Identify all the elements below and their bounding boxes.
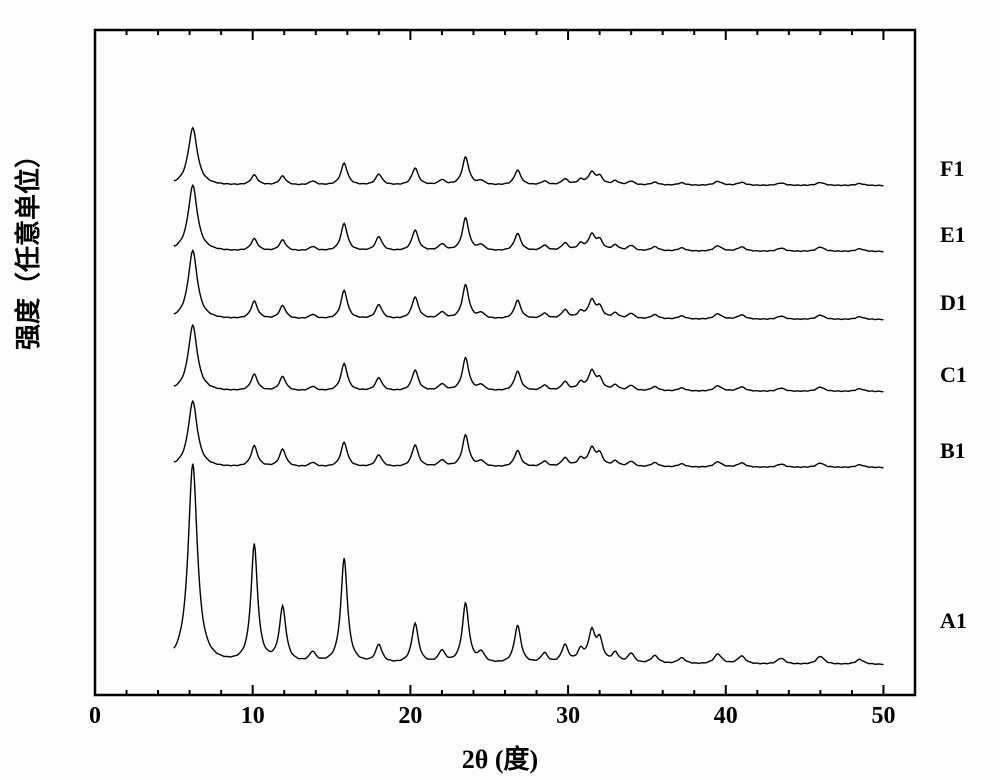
x-tick-label: 30 xyxy=(556,703,580,730)
series-label-E1: E1 xyxy=(940,222,966,248)
series-A1 xyxy=(174,464,884,665)
series-F1 xyxy=(174,128,884,186)
series-E1 xyxy=(174,185,884,251)
x-tick-label: 10 xyxy=(241,703,265,730)
series-C1 xyxy=(174,325,884,391)
series-label-A1: A1 xyxy=(940,608,967,634)
plot-svg xyxy=(0,0,1000,780)
x-tick-label: 0 xyxy=(89,703,101,730)
x-axis-label: 2θ (度) xyxy=(462,739,538,776)
series-label-D1: D1 xyxy=(940,290,967,316)
series-D1 xyxy=(174,251,884,320)
y-axis-label: 强度（任意单位） xyxy=(8,142,45,350)
series-label-C1: C1 xyxy=(940,362,967,388)
series-B1 xyxy=(174,401,884,467)
x-tick-label: 50 xyxy=(871,703,895,730)
xrd-chart: 强度（任意单位） 2θ (度) 0 10 20 30 40 50 A1 B1 C1 D1 E1 F1 xyxy=(0,0,1000,780)
x-tick-label: 20 xyxy=(398,703,422,730)
series-label-F1: F1 xyxy=(940,156,964,182)
x-tick-label: 40 xyxy=(714,703,738,730)
series-label-B1: B1 xyxy=(940,438,966,464)
